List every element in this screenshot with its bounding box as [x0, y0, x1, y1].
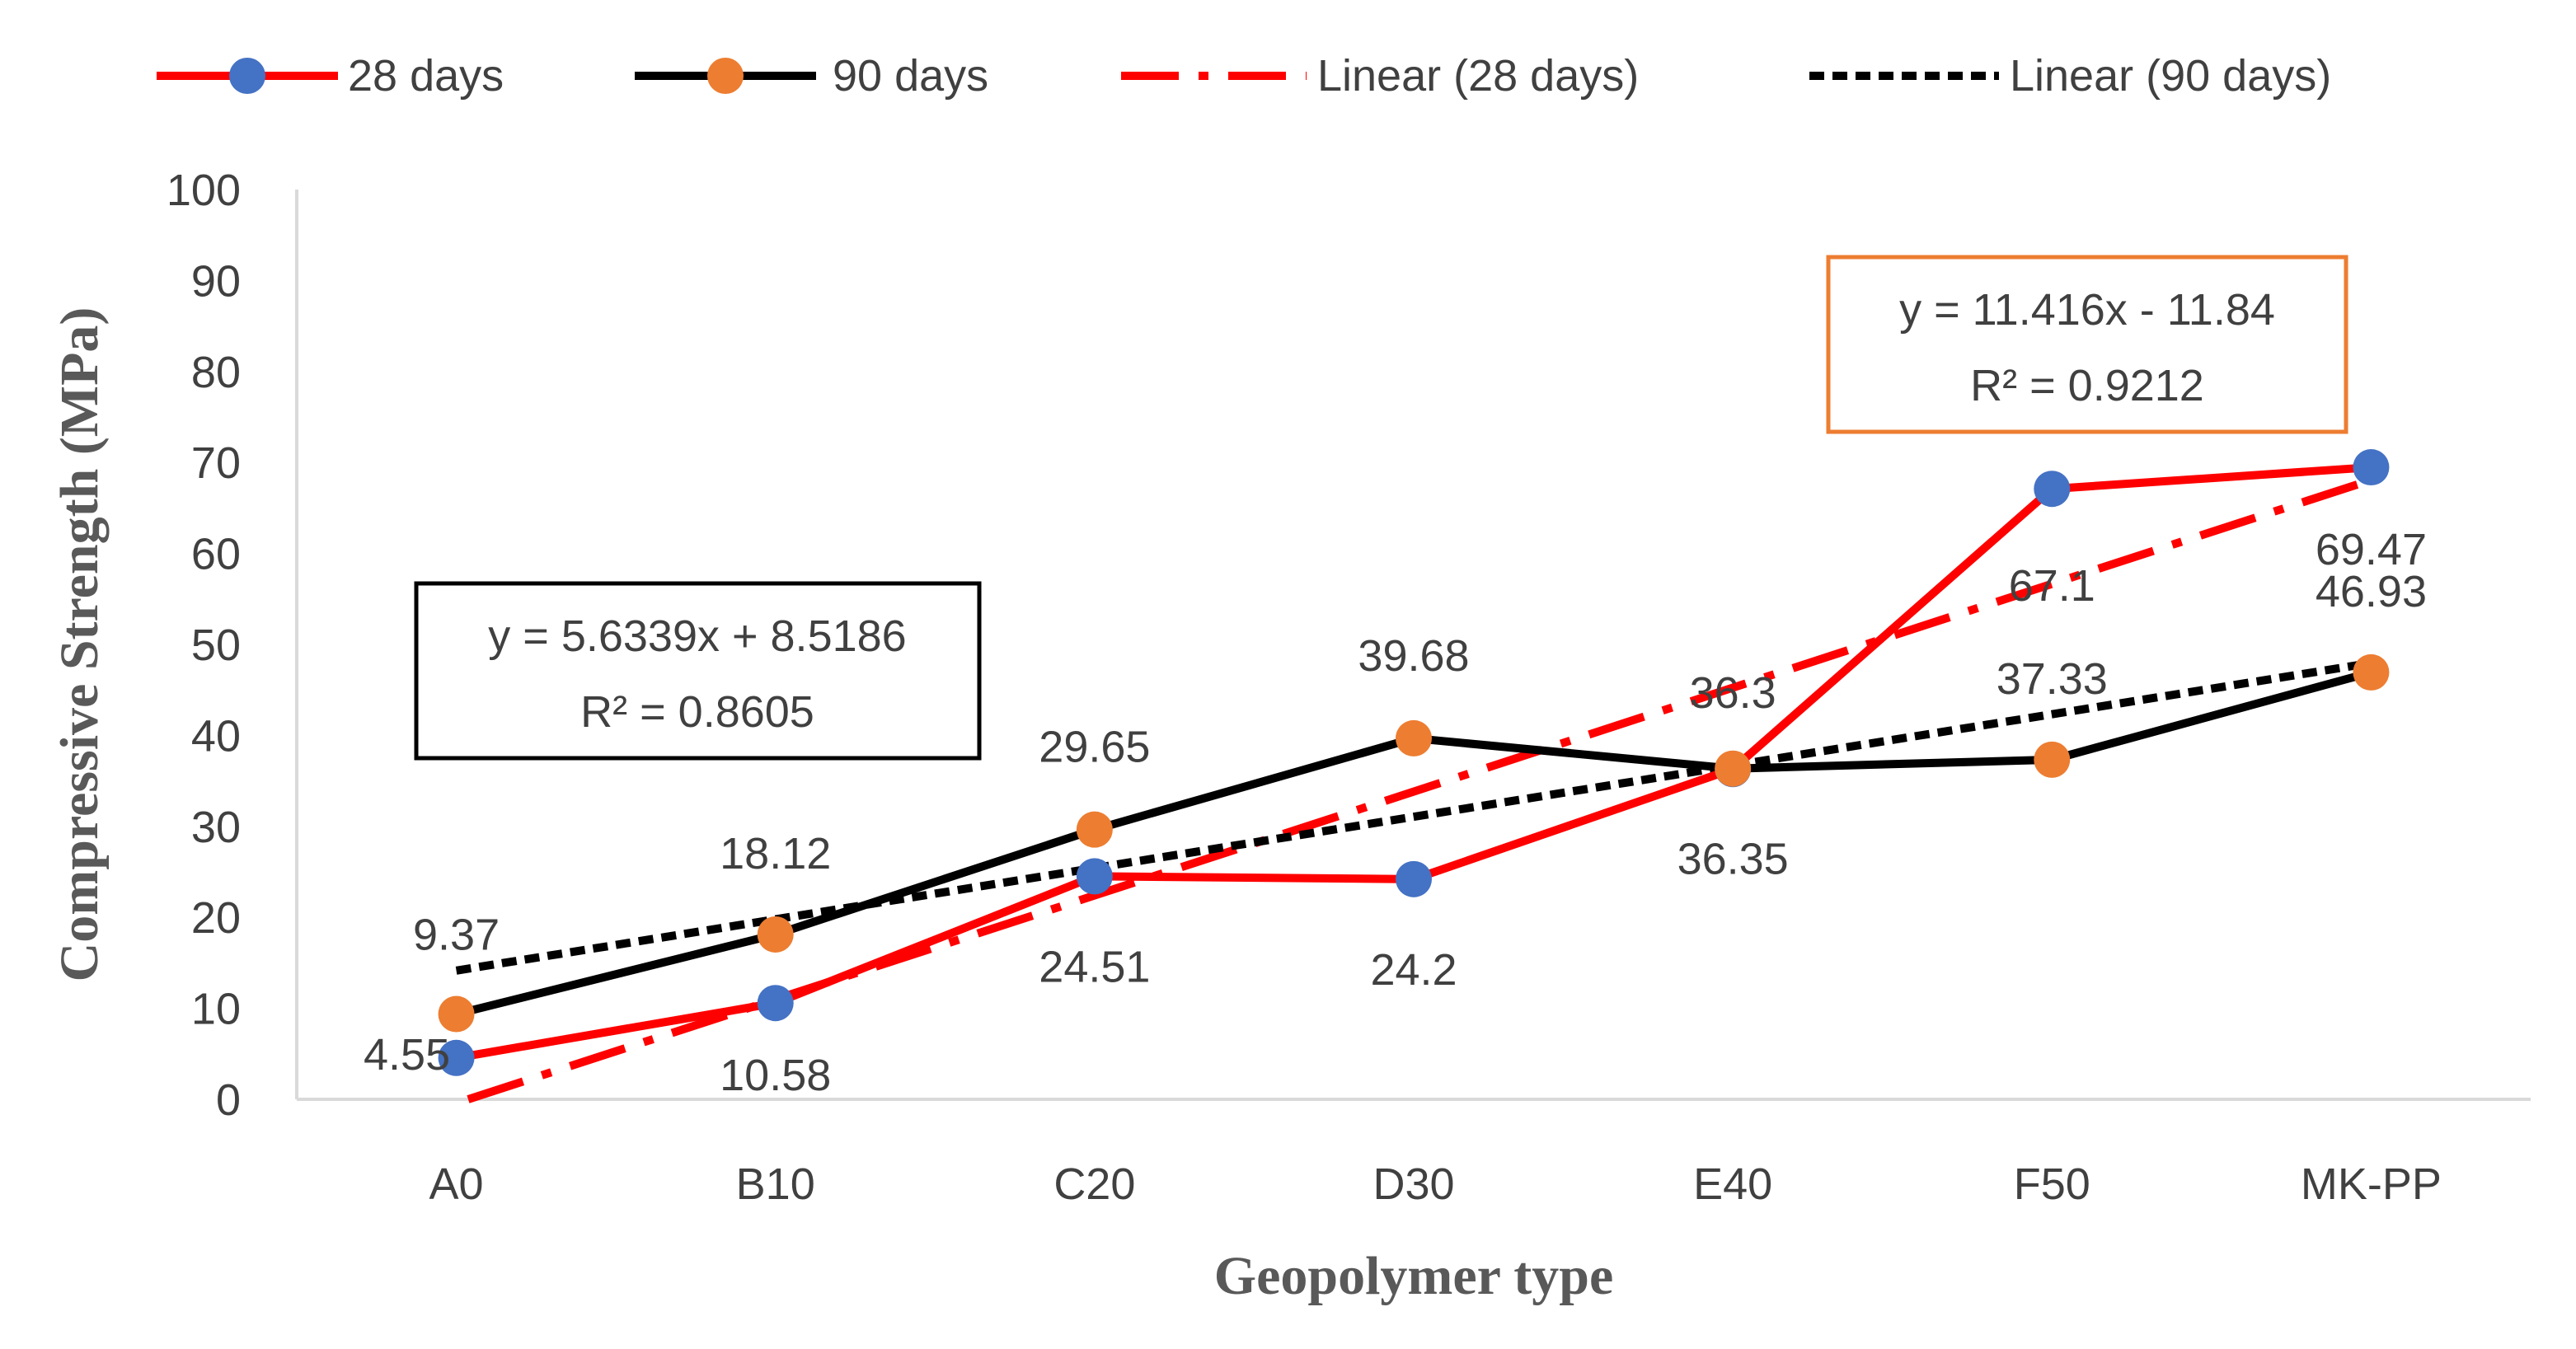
y-tick-label: 10	[191, 985, 241, 1034]
y-tick-label: 50	[191, 621, 241, 670]
marker-28-days	[1076, 858, 1113, 895]
series-markers	[438, 449, 2390, 1076]
marker-90-days	[1076, 811, 1113, 848]
equation-box-28-days: y = 11.416x - 11.84 R² = 0.9212	[1826, 255, 2348, 434]
x-tick-label: A0	[429, 1159, 484, 1209]
data-label-90-days: 46.93	[2316, 567, 2427, 616]
marker-28-days	[1396, 860, 1432, 897]
y-tick-labels: 0 10 20 30 40 50 60 70 80 90 100	[167, 166, 241, 1125]
r2-28-days: R² = 0.9212	[1970, 361, 2204, 410]
data-label-28-days: 69.47	[2316, 525, 2427, 574]
y-tick-label: 20	[191, 893, 241, 943]
legend-28-days-label: 28 days	[348, 51, 504, 101]
data-label-28-days: 67.1	[2009, 561, 2095, 611]
y-axis-title: Compressive Strength (MPa)	[49, 307, 110, 982]
marker-90-days	[2034, 741, 2071, 778]
data-label-28-days: 36.3	[1690, 668, 1776, 718]
data-label-28-days: 10.58	[720, 1051, 831, 1100]
data-label-28-days: 24.51	[1039, 942, 1150, 991]
legend-item-28-days: 28 days	[157, 51, 504, 101]
y-tick-label: 100	[167, 166, 241, 215]
data-label-90-days: 29.65	[1039, 723, 1150, 772]
data-label-28-days: 24.2	[1370, 945, 1457, 995]
equation-box-90-days: y = 5.6339x + 8.5186 R² = 0.8605	[414, 581, 982, 761]
data-label-90-days: 37.33	[1997, 654, 2108, 704]
marker-28-days	[2034, 471, 2071, 508]
marker-28-days	[438, 1039, 475, 1076]
y-tick-label: 70	[191, 438, 241, 488]
equation-box-90-days-frame	[414, 581, 982, 761]
legend-28-days-marker	[229, 58, 265, 94]
y-tick-label: 40	[191, 711, 241, 761]
y-tick-label: 80	[191, 348, 241, 397]
x-tick-label: MK-PP	[2301, 1159, 2442, 1209]
marker-90-days	[2353, 653, 2390, 691]
x-tick-label: C20	[1053, 1159, 1135, 1209]
legend-linear-28-days-label: Linear (28 days)	[1317, 51, 1639, 101]
marker-90-days	[1715, 750, 1752, 787]
data-labels: 4.55 10.58 24.51 24.2 36.3 67.1 69.47 9.37 18.12…	[364, 525, 2427, 1100]
equation-box-28-days-frame	[1826, 255, 2348, 434]
data-label-28-days: 4.55	[364, 1030, 450, 1080]
equation-90-days: y = 5.6339x + 8.5186	[488, 611, 906, 661]
data-label-90-days: 18.12	[720, 829, 831, 878]
y-tick-label: 60	[191, 530, 241, 579]
x-tick-label: D30	[1372, 1159, 1454, 1209]
y-tick-label: 0	[216, 1075, 241, 1125]
x-tick-label: B10	[736, 1159, 815, 1209]
legend-item-linear-28-days: Linear (28 days)	[1121, 51, 1639, 101]
marker-90-days	[438, 995, 475, 1033]
x-tick-label: E40	[1693, 1159, 1772, 1209]
r2-90-days: R² = 0.8605	[580, 687, 814, 737]
y-tick-label: 90	[191, 256, 241, 306]
marker-28-days	[757, 985, 794, 1022]
x-tick-labels: A0 B10 C20 D30 E40 F50 MK-PP	[429, 1159, 2442, 1209]
data-label-90-days: 36.35	[1677, 835, 1789, 884]
legend-linear-90-days-label: Linear (90 days)	[2010, 51, 2331, 101]
y-tick-label: 30	[191, 803, 241, 852]
legend-item-90-days: 90 days	[635, 51, 988, 101]
legend-90-days-label: 90 days	[833, 51, 988, 101]
equation-28-days: y = 11.416x - 11.84	[1899, 285, 2275, 335]
data-label-90-days: 39.68	[1358, 631, 1469, 681]
legend: 28 days 90 days Linear (28 days) Linear …	[157, 51, 2331, 101]
marker-90-days	[757, 916, 794, 953]
x-tick-label: F50	[2014, 1159, 2090, 1209]
marker-28-days	[2353, 449, 2390, 486]
legend-item-linear-90-days: Linear (90 days)	[1809, 51, 2331, 101]
legend-90-days-marker	[707, 58, 744, 94]
data-label-90-days: 9.37	[413, 911, 500, 960]
x-axis-title: Geopolymer type	[1214, 1246, 1614, 1306]
marker-90-days	[1396, 719, 1432, 756]
